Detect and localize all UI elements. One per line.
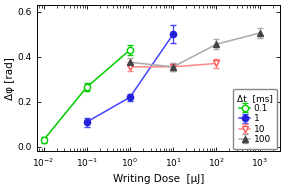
X-axis label: Writing Dose  [μJ]: Writing Dose [μJ]: [113, 174, 204, 184]
Legend: 0.1, 1, 10, 100: 0.1, 1, 10, 100: [233, 89, 277, 149]
Y-axis label: Δφ [rad]: Δφ [rad]: [5, 57, 15, 100]
